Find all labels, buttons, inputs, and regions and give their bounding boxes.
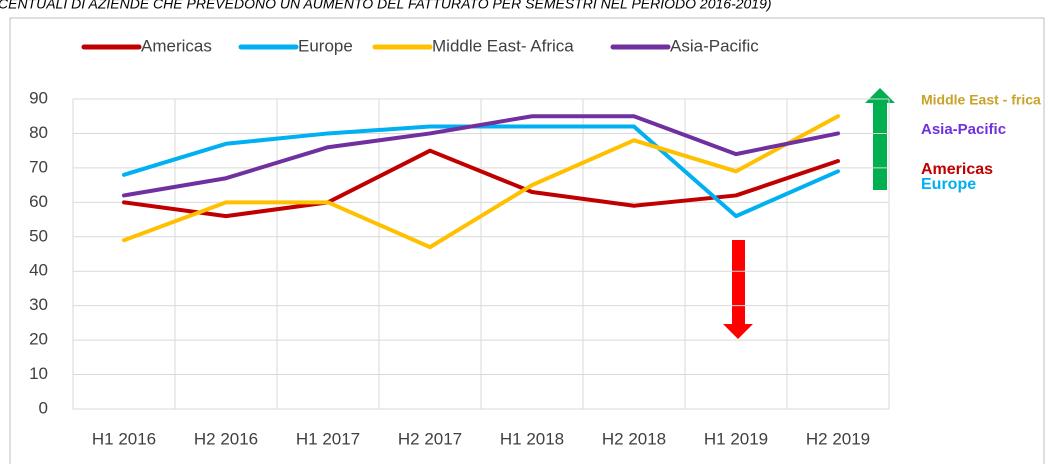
- legend-label: Europe: [298, 36, 353, 55]
- y-tick-label: 20: [29, 330, 48, 349]
- legend-label: Asia-Pacific: [670, 36, 759, 55]
- x-tick-label: H1 2016: [92, 429, 156, 448]
- annotation: Americas: [921, 161, 993, 178]
- y-tick-label: 60: [29, 192, 48, 211]
- legend-label: Middle East- Africa: [432, 36, 574, 55]
- x-tick-label: H2 2018: [602, 429, 666, 448]
- annotation: Middle East - frica: [921, 92, 1041, 108]
- chart-border: [9, 17, 1045, 464]
- y-tick-label: 10: [29, 364, 48, 383]
- y-tick-label: 70: [29, 157, 48, 176]
- x-tick-label: H2 2017: [398, 429, 462, 448]
- series-line: [122, 114, 840, 250]
- y-tick-label: 50: [29, 226, 48, 245]
- y-tick-label: 80: [29, 123, 48, 142]
- x-tick-label: H2 2016: [194, 429, 258, 448]
- y-tick-label: 90: [29, 88, 48, 107]
- series-line: [122, 114, 840, 198]
- x-tick-label: H1 2019: [704, 429, 768, 448]
- annotation: Europe: [921, 176, 976, 193]
- series-line: [122, 148, 840, 219]
- chart-title: CENTUALI DI AZIENDE CHE PREVEDONO UN AUM…: [0, 0, 772, 12]
- up-arrow: [865, 88, 895, 190]
- legend-label: Americas: [141, 36, 212, 55]
- x-tick-label: H1 2017: [296, 429, 360, 448]
- x-tick-label: H1 2018: [500, 429, 564, 448]
- y-tick-label: 40: [29, 261, 48, 280]
- x-tick-label: H2 2019: [806, 429, 870, 448]
- annotation: Asia-Pacific: [921, 121, 1006, 138]
- y-tick-label: 30: [29, 295, 48, 314]
- down-arrow: [723, 240, 753, 339]
- y-tick-label: 0: [39, 398, 48, 417]
